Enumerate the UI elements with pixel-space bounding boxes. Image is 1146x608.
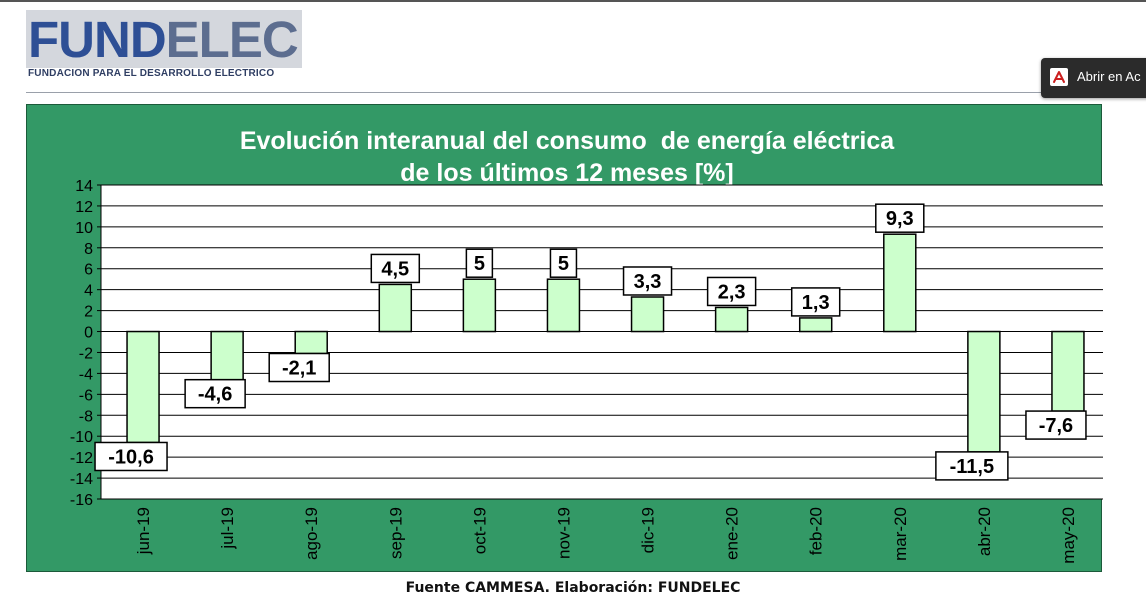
data-label: -11,5 bbox=[950, 456, 994, 478]
y-tick-label: 2 bbox=[84, 304, 93, 321]
x-tick-label: dic-19 bbox=[639, 507, 658, 553]
data-label-box bbox=[184, 378, 246, 409]
fundelec-logo: FUNDELEC FUNDACION PARA EL DESARROLLO EL… bbox=[26, 10, 302, 82]
x-tick-label: feb-20 bbox=[807, 507, 826, 555]
x-tick-label: ene-20 bbox=[723, 507, 742, 560]
chart-subtitle: de los últimos 12 meses [%] bbox=[400, 159, 733, 187]
x-tick-label: ago-19 bbox=[302, 507, 321, 560]
y-tick-label: 4 bbox=[84, 283, 93, 300]
pdf-icon bbox=[1050, 68, 1068, 86]
bar-feb-20 bbox=[798, 317, 833, 333]
bar-ene-20 bbox=[714, 306, 749, 333]
y-tick-label: 10 bbox=[75, 220, 93, 237]
y-tick-label: -12 bbox=[70, 450, 93, 467]
data-label-box bbox=[875, 203, 925, 233]
bar-may-20 bbox=[1051, 330, 1085, 412]
top-border bbox=[0, 0, 1146, 2]
logo-text-elec: ELEC bbox=[165, 11, 299, 68]
data-label: -4,6 bbox=[198, 384, 232, 406]
data-label-box bbox=[622, 266, 673, 296]
data-label: 3,3 bbox=[634, 271, 662, 293]
x-tick-label: jun-19 bbox=[134, 507, 153, 555]
x-tick-label: mar-20 bbox=[891, 507, 910, 561]
x-tick-label: jul-19 bbox=[218, 507, 237, 550]
logo-background bbox=[26, 10, 302, 68]
logo-wordmark: FUNDELEC bbox=[28, 11, 299, 68]
source-note: Fuente CAMMESA. Elaboración: FUNDELEC bbox=[405, 580, 741, 596]
y-tick-label: -14 bbox=[70, 471, 93, 488]
data-label-box bbox=[465, 248, 494, 278]
data-label: 5 bbox=[474, 253, 485, 275]
data-label: -2,1 bbox=[282, 358, 316, 380]
chart-panel: Evolución interanual del consumo de ener… bbox=[26, 104, 1103, 572]
data-label-box bbox=[706, 276, 757, 307]
data-label-box bbox=[790, 287, 841, 317]
data-label-box bbox=[268, 352, 330, 383]
x-tick-label: nov-19 bbox=[554, 507, 573, 559]
y-tick-label: -6 bbox=[79, 387, 93, 404]
data-label: -10,6 bbox=[108, 446, 154, 468]
x-tick-label: oct-19 bbox=[470, 507, 489, 554]
header-divider bbox=[26, 92, 1116, 93]
y-tick-label: 0 bbox=[84, 325, 93, 342]
y-tick-label: -16 bbox=[70, 492, 93, 509]
y-tick-label: -2 bbox=[79, 345, 93, 362]
x-tick-label: abr-20 bbox=[975, 507, 994, 556]
bar-chart: Evolución interanual del consumo de ener… bbox=[70, 127, 1103, 564]
logo-tagline: FUNDACION PARA EL DESARROLLO ELECTRICO bbox=[28, 68, 275, 79]
bar-jun-19 bbox=[126, 330, 160, 444]
y-tick-label: 14 bbox=[75, 178, 93, 195]
data-label: 2,3 bbox=[718, 281, 746, 303]
data-label-box bbox=[935, 451, 1009, 481]
data-label: 4,5 bbox=[381, 258, 409, 280]
data-label: 9,3 bbox=[886, 208, 914, 230]
y-tick-label: 6 bbox=[84, 262, 93, 279]
y-tick-label: -10 bbox=[70, 429, 93, 446]
x-tick-label: sep-19 bbox=[386, 507, 405, 559]
bar-abr-20 bbox=[967, 330, 1001, 453]
bar-nov-19 bbox=[546, 278, 581, 333]
data-label-box bbox=[549, 248, 578, 278]
bar-mar-20 bbox=[883, 233, 917, 333]
x-tick-label: may-20 bbox=[1059, 507, 1078, 564]
data-label-box bbox=[1025, 410, 1087, 440]
data-label: -7,6 bbox=[1039, 415, 1073, 437]
y-tick-label: 8 bbox=[84, 241, 93, 258]
bar-ago-19 bbox=[294, 330, 328, 355]
data-label-box bbox=[94, 441, 168, 472]
y-tick-label: -4 bbox=[79, 366, 93, 383]
data-label: 5 bbox=[558, 253, 569, 275]
bar-jul-19 bbox=[210, 330, 244, 381]
data-label-box bbox=[370, 253, 421, 284]
logo-text-fund: FUND bbox=[28, 11, 167, 68]
y-tick-label: 12 bbox=[75, 199, 93, 216]
y-tick-label: -8 bbox=[79, 408, 93, 425]
bar-dic-19 bbox=[630, 296, 665, 333]
data-label: 1,3 bbox=[802, 292, 830, 314]
plot-area bbox=[100, 184, 1103, 500]
bar-sep-19 bbox=[378, 283, 413, 333]
open-in-acrobat-button[interactable]: Abrir en Ac bbox=[1041, 58, 1146, 98]
bar-oct-19 bbox=[462, 278, 497, 333]
chart-title: Evolución interanual del consumo de ener… bbox=[240, 127, 895, 155]
open-in-acrobat-label: Abrir en Ac bbox=[1077, 69, 1141, 84]
